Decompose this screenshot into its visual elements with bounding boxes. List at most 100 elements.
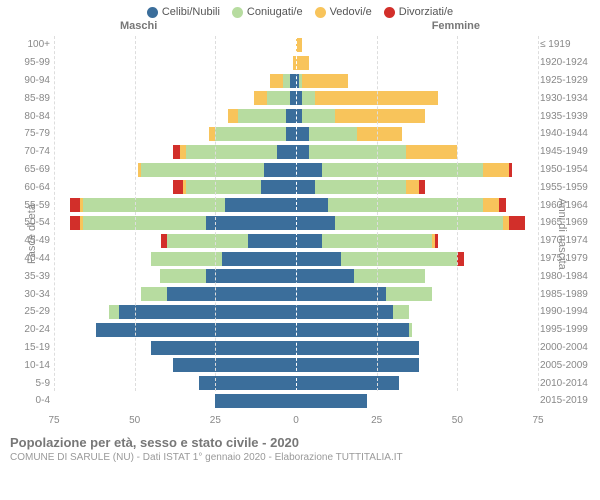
bar-segment	[96, 323, 296, 337]
bar-area	[54, 323, 538, 337]
birth-year-label: 1940-1944	[540, 128, 596, 139]
legend: Celibi/NubiliConiugati/eVedovi/eDivorzia…	[0, 0, 600, 20]
birth-year-label: 1925-1929	[540, 75, 596, 86]
pyramid-row: 70-741945-1949	[54, 143, 538, 161]
bar-segment	[296, 180, 315, 194]
bar-segment	[357, 127, 402, 141]
bar-segment	[315, 180, 405, 194]
bar-segment	[261, 180, 296, 194]
age-label: 20-24	[14, 324, 50, 335]
male-bar	[54, 198, 296, 212]
pyramid-row: 85-891930-1934	[54, 89, 538, 107]
male-bar	[54, 358, 296, 372]
birth-year-label: 2015-2019	[540, 395, 596, 406]
birth-year-label: 1960-1964	[540, 200, 596, 211]
male-bar	[54, 38, 296, 52]
female-bar	[296, 109, 538, 123]
male-bar	[54, 323, 296, 337]
bar-segment	[296, 216, 335, 230]
bar-segment	[141, 287, 167, 301]
bar-segment	[309, 127, 357, 141]
female-bar	[296, 358, 538, 372]
female-bar	[296, 341, 538, 355]
birth-year-label: 1950-1954	[540, 164, 596, 175]
pyramid-row: 80-841935-1939	[54, 107, 538, 125]
bar-segment	[206, 216, 296, 230]
age-label: 10-14	[14, 360, 50, 371]
bar-segment	[70, 216, 80, 230]
age-label: 50-54	[14, 217, 50, 228]
x-tick: 50	[452, 415, 463, 426]
birth-year-label: 1920-1924	[540, 57, 596, 68]
bar-segment	[215, 127, 286, 141]
bar-segment	[248, 234, 296, 248]
bar-segment	[173, 358, 296, 372]
birth-year-label: 2010-2014	[540, 378, 596, 389]
chart-subtitle: COMUNE DI SARULE (NU) - Dati ISTAT 1° ge…	[10, 452, 590, 463]
bar-area	[54, 198, 538, 212]
bar-area	[54, 216, 538, 230]
grid-line	[377, 36, 378, 391]
age-label: 0-4	[14, 395, 50, 406]
female-bar	[296, 91, 538, 105]
bar-segment	[286, 127, 296, 141]
legend-item: Celibi/Nubili	[147, 6, 220, 18]
bar-segment	[264, 163, 296, 177]
pyramid-row: 10-142005-2009	[54, 356, 538, 374]
legend-label: Coniugati/e	[247, 6, 303, 18]
female-bar	[296, 38, 538, 52]
chart-area: Fasce di età Anni di nascita 100+≤ 19199…	[0, 36, 600, 431]
birth-year-label: 1975-1979	[540, 253, 596, 264]
bar-segment	[499, 198, 505, 212]
birth-year-label: ≤ 1919	[540, 39, 596, 50]
grid-line	[457, 36, 458, 391]
grid-line	[54, 36, 55, 391]
bar-segment	[167, 234, 248, 248]
bar-segment	[222, 252, 296, 266]
birth-year-label: 2000-2004	[540, 342, 596, 353]
bar-segment	[167, 287, 296, 301]
male-bar	[54, 74, 296, 88]
bar-area	[54, 127, 538, 141]
bar-segment	[296, 38, 302, 52]
female-bar	[296, 216, 538, 230]
age-label: 90-94	[14, 75, 50, 86]
bar-area	[54, 394, 538, 408]
male-bar	[54, 341, 296, 355]
female-bar	[296, 74, 538, 88]
female-bar	[296, 180, 538, 194]
bar-segment	[296, 252, 341, 266]
bar-segment	[328, 198, 483, 212]
pyramid-row: 100+≤ 1919	[54, 36, 538, 54]
bar-segment	[277, 145, 296, 159]
bar-segment	[296, 394, 367, 408]
bar-segment	[109, 305, 119, 319]
male-bar	[54, 145, 296, 159]
female-bar	[296, 305, 538, 319]
bar-area	[54, 234, 538, 248]
pyramid-row: 50-541965-1969	[54, 214, 538, 232]
age-label: 65-69	[14, 164, 50, 175]
male-bar	[54, 216, 296, 230]
bar-area	[54, 91, 538, 105]
bar-segment	[483, 198, 499, 212]
header-male: Maschi	[120, 20, 157, 32]
female-bar	[296, 323, 538, 337]
bar-segment	[335, 109, 425, 123]
bar-area	[54, 341, 538, 355]
age-label: 25-29	[14, 306, 50, 317]
x-tick: 75	[48, 415, 59, 426]
birth-year-label: 1970-1974	[540, 235, 596, 246]
bar-area	[54, 145, 538, 159]
birth-year-label: 1935-1939	[540, 111, 596, 122]
bar-segment	[296, 376, 399, 390]
bar-segment	[409, 323, 412, 337]
birth-year-label: 1965-1969	[540, 217, 596, 228]
pyramid-row: 45-491970-1974	[54, 232, 538, 250]
female-bar	[296, 145, 538, 159]
pyramid-row: 25-291990-1994	[54, 303, 538, 321]
x-tick: 25	[210, 415, 221, 426]
pyramid-row: 20-241995-1999	[54, 321, 538, 339]
age-label: 85-89	[14, 93, 50, 104]
bar-segment	[238, 109, 286, 123]
